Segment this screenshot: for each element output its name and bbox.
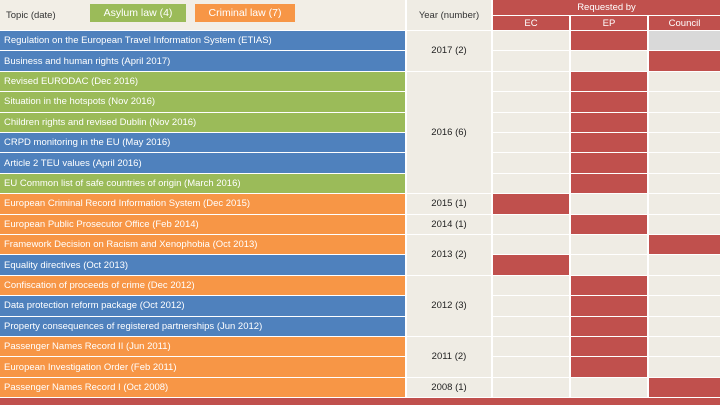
request-cell-council — [649, 71, 720, 92]
request-cell-ec — [493, 153, 569, 173]
topic-row: Confiscation of proceeds of crime (Dec 2… — [0, 275, 405, 296]
request-cell-ep — [571, 214, 647, 234]
topic-row: Equality directives (Oct 2013) — [0, 255, 405, 275]
year-group: 2011 (2) — [407, 337, 491, 377]
topic-row: Regulation on the European Travel Inform… — [0, 31, 405, 51]
request-cell-council — [649, 357, 720, 377]
legend-asylum-law: Asylum law (4) — [90, 4, 186, 22]
request-cell-council — [649, 92, 720, 112]
topic-row: European Criminal Record Information Sys… — [0, 194, 405, 214]
request-cell-ec — [493, 316, 569, 336]
topic-row: Situation in the hotspots (Nov 2016) — [0, 92, 405, 112]
year-group: 2012 (3) — [407, 275, 491, 336]
request-cell-ep — [571, 235, 647, 255]
year-group: 2016 (6) — [407, 71, 491, 194]
topic-row: Passenger Names Record I (Oct 2008) — [0, 377, 405, 398]
request-cell-council — [649, 173, 720, 194]
request-cell-ec — [493, 51, 569, 71]
request-cell-ec — [493, 92, 569, 112]
request-cell-ep — [571, 133, 647, 153]
topic-row: European Public Prosecutor Office (Feb 2… — [0, 214, 405, 234]
request-cell-council — [649, 275, 720, 296]
request-cell-ec — [493, 337, 569, 357]
year-group: 2013 (2) — [407, 235, 491, 275]
request-cell-ec — [493, 275, 569, 296]
request-cell-ec — [493, 235, 569, 255]
request-cell-council — [649, 153, 720, 173]
request-cell-ec — [493, 255, 569, 275]
request-cell-council — [649, 31, 720, 51]
request-cell-council — [649, 235, 720, 255]
topic-row: European Investigation Order (Feb 2011) — [0, 357, 405, 377]
topic-row: Data protection reform package (Oct 2012… — [0, 296, 405, 316]
topic-row: Article 2 TEU values (April 2016) — [0, 153, 405, 173]
topic-row: Business and human rights (April 2017) — [0, 51, 405, 71]
topic-row: EU Common list of safe countries of orig… — [0, 173, 405, 194]
request-cell-ep — [571, 357, 647, 377]
request-cell-ec — [493, 112, 569, 132]
request-cell-ec — [493, 71, 569, 92]
institution-header-ep: EP — [571, 15, 647, 30]
request-cell-ep — [571, 296, 647, 316]
request-cell-ec — [493, 173, 569, 194]
year-group: 2014 (1) — [407, 214, 491, 234]
request-cell-council — [649, 51, 720, 71]
request-cell-ep — [571, 51, 647, 71]
request-cell-council — [649, 316, 720, 336]
request-cell-ep — [571, 255, 647, 275]
request-cell-ep — [571, 337, 647, 357]
request-cell-ep — [571, 153, 647, 173]
request-cell-ep — [571, 194, 647, 214]
request-cell-council — [649, 112, 720, 132]
request-cell-ep — [571, 377, 647, 398]
request-cell-ec — [493, 133, 569, 153]
request-cell-council — [649, 133, 720, 153]
request-cell-council — [649, 337, 720, 357]
topic-row: Framework Decision on Racism and Xenopho… — [0, 235, 405, 255]
legend-criminal-law: Criminal law (7) — [195, 4, 295, 22]
topic-row: Property consequences of registered part… — [0, 316, 405, 336]
topic-row: Revised EURODAC (Dec 2016) — [0, 71, 405, 92]
request-cell-ep — [571, 275, 647, 296]
bottom-strip — [0, 398, 720, 405]
request-cell-ec — [493, 194, 569, 214]
request-cell-council — [649, 377, 720, 398]
request-cell-ep — [571, 316, 647, 336]
request-cell-ep — [571, 173, 647, 194]
topic-header-label: Topic (date) — [6, 10, 56, 21]
topic-row: Children rights and revised Dublin (Nov … — [0, 112, 405, 132]
year-group: 2008 (1) — [407, 377, 491, 398]
request-cell-ep — [571, 92, 647, 112]
institution-header-ec: EC — [493, 15, 569, 30]
request-cell-ec — [493, 214, 569, 234]
request-cell-council — [649, 214, 720, 234]
request-cell-ec — [493, 377, 569, 398]
requested-by-header: Requested by — [493, 0, 720, 15]
year-group: 2015 (1) — [407, 194, 491, 214]
request-cell-ep — [571, 112, 647, 132]
topic-row: Passenger Names Record II (Jun 2011) — [0, 337, 405, 357]
year-header: Year (number) — [407, 0, 491, 30]
request-cell-ec — [493, 296, 569, 316]
topic-row: CRPD monitoring in the EU (May 2016) — [0, 133, 405, 153]
year-group: 2017 (2) — [407, 31, 491, 71]
request-cell-council — [649, 194, 720, 214]
request-cell-council — [649, 296, 720, 316]
topic-header: Topic (date) Asylum law (4) Criminal law… — [0, 0, 405, 30]
request-cell-ec — [493, 357, 569, 377]
request-cell-ec — [493, 31, 569, 51]
request-cell-ep — [571, 71, 647, 92]
request-cell-council — [649, 255, 720, 275]
institution-header-council: Council — [649, 15, 720, 30]
request-cell-ep — [571, 31, 647, 51]
